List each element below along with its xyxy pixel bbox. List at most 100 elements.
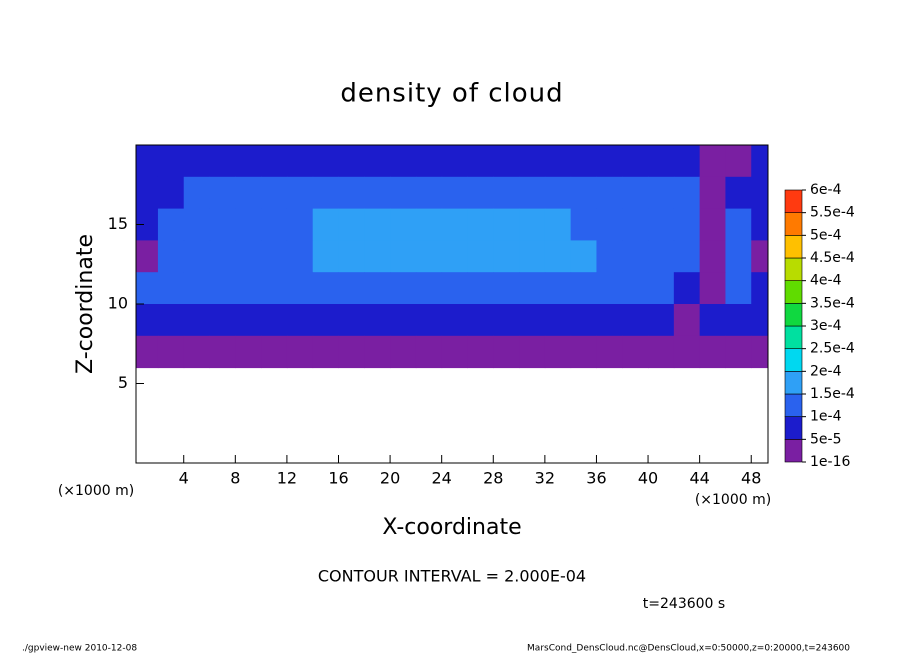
field-cell — [596, 208, 623, 241]
field-cell — [209, 272, 236, 305]
field-cell — [699, 335, 726, 369]
field-cell — [235, 176, 262, 210]
field-cell — [596, 335, 623, 369]
colorbar-label: 3e-4 — [810, 318, 842, 334]
field-cell — [699, 145, 726, 178]
field-cell — [622, 176, 649, 210]
field-cell — [648, 272, 675, 305]
field-cell — [364, 335, 391, 369]
field-cell — [519, 335, 546, 369]
field-cell — [312, 145, 339, 178]
field-cell — [312, 335, 339, 369]
field-cell — [751, 176, 768, 210]
field-cell — [467, 272, 494, 305]
field-cell — [441, 145, 468, 178]
colorbar-band — [784, 280, 803, 304]
field-cell — [570, 304, 597, 337]
field-cell — [261, 335, 288, 369]
field-cell — [544, 176, 572, 210]
field-cell — [312, 304, 339, 337]
colorbar-band — [784, 325, 803, 349]
field-cell — [390, 304, 417, 337]
field-cell — [312, 240, 339, 273]
field-cell — [183, 304, 211, 337]
field-cell — [673, 176, 701, 210]
field-cell — [286, 240, 314, 273]
field-cell — [390, 335, 417, 369]
field-cell — [157, 176, 185, 210]
field-cell — [467, 145, 494, 178]
field-cell — [209, 208, 236, 241]
field-cell — [338, 240, 365, 273]
colorbar-label: 2e-4 — [810, 363, 842, 379]
colorbar-band — [784, 439, 803, 463]
field-cell — [519, 272, 546, 305]
field-cell — [544, 145, 572, 178]
field-cell — [338, 208, 365, 241]
field-cell — [441, 176, 468, 210]
field-cell — [157, 240, 185, 273]
field-cell — [699, 176, 726, 210]
field-cell — [364, 272, 391, 305]
field-cell — [519, 176, 546, 210]
field-cell — [183, 272, 211, 305]
chart-title: density of cloud — [340, 79, 563, 109]
field-cell — [312, 176, 339, 210]
field-cell — [136, 145, 159, 178]
x-tick-label: 28 — [483, 469, 503, 488]
field-cell — [183, 335, 211, 369]
colorbar-band — [784, 303, 803, 327]
field-cell — [441, 272, 468, 305]
field-cell — [622, 208, 649, 241]
x-tick-label: 48 — [741, 469, 761, 488]
field-cell — [648, 145, 675, 178]
field-cell — [338, 145, 365, 178]
field-cell — [751, 272, 768, 305]
field-cell — [699, 208, 726, 241]
field-cell — [725, 272, 752, 305]
field-cell — [622, 335, 649, 369]
colorbar-label: 1e-16 — [810, 454, 850, 470]
contour-interval: CONTOUR INTERVAL = 2.000E-04 — [318, 567, 586, 586]
field-cell — [261, 304, 288, 337]
y-tick-label: 15 — [108, 214, 128, 233]
field-cell — [648, 304, 675, 337]
field-cell — [286, 176, 314, 210]
field-cell — [157, 272, 185, 305]
field-cell — [596, 272, 623, 305]
field-cell — [415, 272, 443, 305]
field-cell — [136, 208, 159, 241]
field-cell — [699, 272, 726, 305]
field-cell — [415, 145, 443, 178]
field-cell — [312, 208, 339, 241]
field-cell — [235, 272, 262, 305]
field-cell — [596, 240, 623, 273]
field-cell — [209, 176, 236, 210]
field-cell — [673, 272, 701, 305]
y-tick-label: 10 — [108, 294, 128, 313]
field-cell — [673, 335, 701, 369]
field-cell — [596, 145, 623, 178]
field-cell — [519, 240, 546, 273]
field-cell — [570, 335, 597, 369]
field-cell — [544, 272, 572, 305]
field-cell — [519, 145, 546, 178]
x-tick-label: 36 — [586, 469, 606, 488]
field-cell — [493, 272, 520, 305]
field-cell — [725, 145, 752, 178]
field-cell — [544, 304, 572, 337]
field-cell — [570, 208, 597, 241]
field-cell — [364, 176, 391, 210]
field-cell — [596, 304, 623, 337]
field-cell — [261, 176, 288, 210]
field-cell — [725, 240, 752, 273]
field-cell — [493, 335, 520, 369]
field-cell — [209, 335, 236, 369]
field-cell — [699, 304, 726, 337]
field-cell — [570, 176, 597, 210]
field-cell — [570, 145, 597, 178]
field-cell — [648, 208, 675, 241]
field-cell — [338, 272, 365, 305]
field-cell — [596, 176, 623, 210]
